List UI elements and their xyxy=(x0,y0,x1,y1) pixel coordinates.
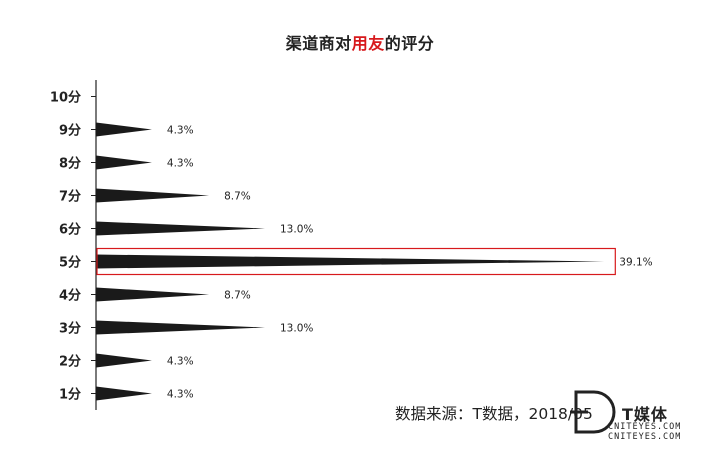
data-label: 13.0% xyxy=(280,224,313,236)
data-label: 4.3% xyxy=(167,125,194,137)
y-tick-label: 3分 xyxy=(59,321,81,337)
data-label: 4.3% xyxy=(167,356,194,368)
data-label: 8.7% xyxy=(224,191,251,203)
bar-spike xyxy=(96,221,265,236)
highlight-box xyxy=(96,247,616,276)
bar-spike xyxy=(96,386,152,401)
y-tick-label: 2分 xyxy=(59,354,81,370)
brand-url: CNITEYES.COM xyxy=(608,422,682,432)
y-tick-label: 10分 xyxy=(50,90,81,106)
brand-url-repeat: CNITEYES.COM xyxy=(608,432,682,442)
y-tick-label: 8分 xyxy=(59,156,81,172)
chart-title: 渠道商对用友的评分 xyxy=(0,30,720,54)
chart-title-part1: 渠道商对 xyxy=(285,34,352,53)
source-note: 数据来源：T数据，2018/05 xyxy=(395,405,593,423)
chart-title-highlight: 用友 xyxy=(351,34,385,53)
bar-spike xyxy=(96,155,152,170)
brand-logo-icon xyxy=(570,390,616,434)
y-tick-label: 4分 xyxy=(59,288,81,304)
bar-spike xyxy=(96,122,152,137)
data-label: 4.3% xyxy=(167,389,194,401)
y-tick-label: 5分 xyxy=(59,255,81,271)
data-label: 39.1% xyxy=(619,257,652,269)
y-tick-label: 7分 xyxy=(59,189,81,205)
y-tick-label: 9分 xyxy=(59,123,81,139)
bar-spike xyxy=(96,287,210,302)
data-label: 8.7% xyxy=(224,290,251,302)
bar-spike xyxy=(96,254,605,269)
data-label: 4.3% xyxy=(167,158,194,170)
brand-name: T媒体 xyxy=(622,405,668,424)
y-tick-label: 1分 xyxy=(59,387,81,403)
y-tick-label: 6分 xyxy=(59,222,81,238)
bar-spike xyxy=(96,353,152,368)
bar-spike xyxy=(96,188,210,203)
bar-spike xyxy=(96,320,265,335)
chart-title-part2: 的评分 xyxy=(384,34,435,53)
data-label: 13.0% xyxy=(280,323,313,335)
